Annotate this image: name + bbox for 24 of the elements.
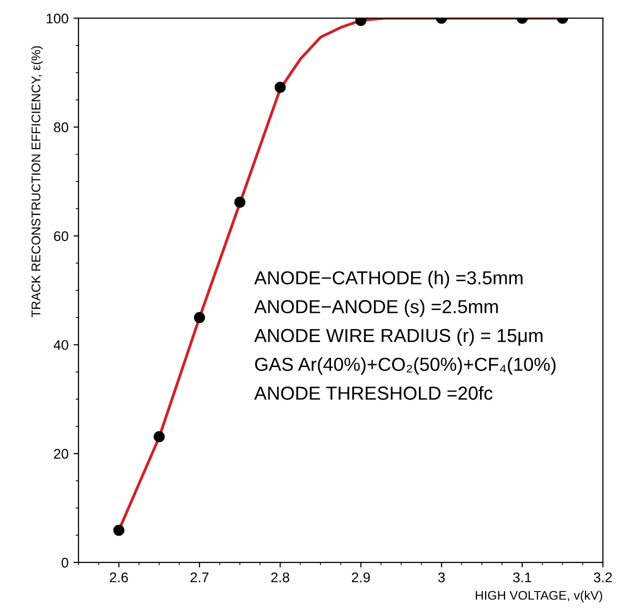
y-tick-label: 100 [46, 14, 68, 24]
x-tick-label: 3.1 [513, 572, 532, 582]
x-axis-title: HIGH VOLTAGE, v(kV) [476, 590, 602, 602]
x-tick-label: 3.2 [594, 572, 612, 582]
x-tick-label: 2.7 [190, 572, 208, 582]
annotation: ANODE WIRE RADIUS (r) = 15μm [254, 328, 542, 346]
y-tick-label: 80 [54, 122, 68, 132]
x-tick-label: 2.6 [110, 572, 128, 582]
y-axis-title: TRACK RECONSTRUCTION EFFICIENCY, ε(%) [31, 46, 43, 318]
annotation: ANODE−CATHODE (h) =3.5mm [254, 270, 522, 288]
x-tick-label: 2.9 [352, 572, 370, 582]
annotation: ANODE THRESHOLD =20fc [254, 386, 492, 400]
x-tick-label: 2.8 [271, 572, 290, 582]
y-tick-label: 0 [62, 558, 68, 568]
y-tick-label: 60 [54, 231, 68, 242]
x-tick-label: 3 [438, 572, 445, 582]
point [154, 431, 165, 442]
annotation: ANODE−ANODE (s) =2.5mm [254, 300, 498, 318]
y-tick-label: 20 [54, 448, 68, 459]
point [234, 196, 246, 208]
y-tick-label: 40 [54, 340, 68, 350]
annotation: GAS Ar(40%)+CO₂(50%)+CF₄(10%) [255, 357, 556, 375]
point [113, 524, 124, 536]
point [194, 312, 206, 324]
